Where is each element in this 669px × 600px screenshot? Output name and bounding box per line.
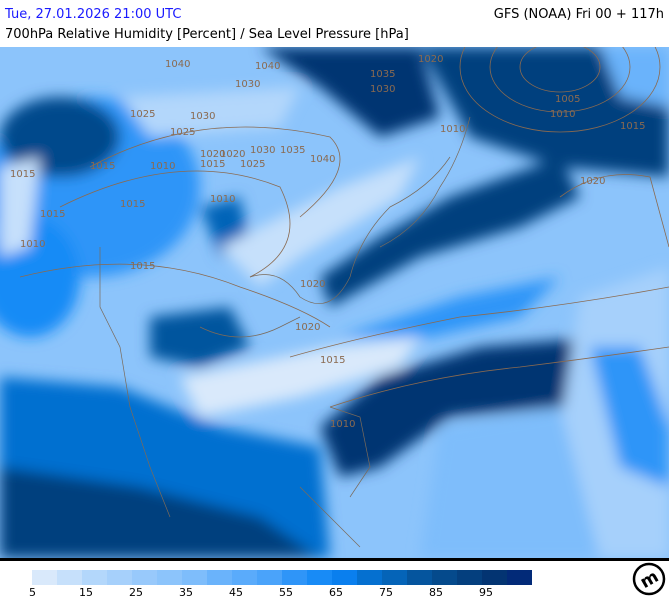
isobar-label: 1015	[200, 159, 225, 170]
isobar-label: 1040	[310, 154, 335, 165]
isobar-label: 1010	[150, 161, 175, 172]
isobar-label: 1015	[620, 121, 645, 132]
legend-tick-label: 95	[479, 586, 493, 599]
legend-swatch	[232, 570, 257, 585]
color-legend	[32, 570, 532, 585]
isobar-label: 1025	[240, 159, 265, 170]
legend-swatch	[307, 570, 332, 585]
isobar-label: 1015	[120, 199, 145, 210]
isobar-label: 1015	[10, 169, 35, 180]
legend-swatch	[82, 570, 107, 585]
isobar-label: 1020	[418, 54, 443, 65]
isobar-label: 1005	[555, 94, 580, 105]
legend-swatch	[57, 570, 82, 585]
legend-tick-label: 75	[379, 586, 393, 599]
isobar-label: 1015	[40, 209, 65, 220]
isobar-label: 1015	[320, 355, 345, 366]
humidity-field	[0, 47, 669, 558]
legend-tick-label: 65	[329, 586, 343, 599]
isobar-label: 1035	[280, 145, 305, 156]
isobar-label: 1010	[210, 194, 235, 205]
legend-tick-label: 85	[429, 586, 443, 599]
isobar-label: 1020	[295, 322, 320, 333]
legend-swatch	[332, 570, 357, 585]
legend-swatch	[32, 570, 57, 585]
isobar-label: 1015	[90, 161, 115, 172]
isobar-label: 1035	[370, 69, 395, 80]
isobar-label: 1015	[130, 261, 155, 272]
legend-swatch	[107, 570, 132, 585]
legend-tick-label: 55	[279, 586, 293, 599]
isobar-label: 1020	[200, 149, 225, 160]
isobar-label: 1025	[170, 127, 195, 138]
isobar-label: 1020	[220, 149, 245, 160]
isobar-label: 1030	[190, 111, 215, 122]
isobar-label: 1030	[235, 79, 260, 90]
isobar-label: 1010	[20, 239, 45, 250]
legend-swatch	[182, 570, 207, 585]
legend-swatch	[482, 570, 507, 585]
legend-swatch	[382, 570, 407, 585]
isobar-label: 1030	[370, 84, 395, 95]
legend-tick-label: 35	[179, 586, 193, 599]
legend-swatch	[207, 570, 232, 585]
isobar-label: 1025	[130, 109, 155, 120]
isobar-label: 1040	[165, 59, 190, 70]
legend-tick-label: 25	[129, 586, 143, 599]
legend-swatch	[432, 570, 457, 585]
model-run: GFS (NOAA) Fri 00 + 117h	[493, 7, 664, 22]
legend-swatch	[282, 570, 307, 585]
legend-swatch	[457, 570, 482, 585]
valid-time: Tue, 27.01.2026 21:00 UTC	[5, 7, 182, 22]
isobar-label: 1010	[550, 109, 575, 120]
isobar-label: 1030	[250, 145, 275, 156]
isobars	[19, 47, 669, 408]
legend-swatch	[132, 570, 157, 585]
legend-swatch	[257, 570, 282, 585]
legend-tick-label: 15	[79, 586, 93, 599]
parameter-title: 700hPa Relative Humidity [Percent] / Sea…	[5, 27, 409, 42]
legend-tick-label: 45	[229, 586, 243, 599]
legend-tick-label: 5	[29, 586, 36, 599]
humidity-pressure-map[interactable]: 1040 104010201035103010251030102010151010…	[0, 47, 669, 558]
map-frame	[0, 558, 669, 561]
isobar-label: 1010	[440, 124, 465, 135]
meteologix-logo-icon: m	[632, 562, 666, 596]
legend-swatch	[507, 570, 532, 585]
legend-swatch	[407, 570, 432, 585]
legend-swatch	[157, 570, 182, 585]
legend-swatch	[357, 570, 382, 585]
isobar-label: 1020	[300, 279, 325, 290]
isobar-label: 1020	[580, 176, 605, 187]
isobar-label: 1010	[330, 419, 355, 430]
coastlines	[99, 116, 471, 548]
isobar-label: 1040	[255, 61, 280, 72]
isobar-labels: 1040 104010201035103010251030102010151010…	[10, 54, 645, 430]
